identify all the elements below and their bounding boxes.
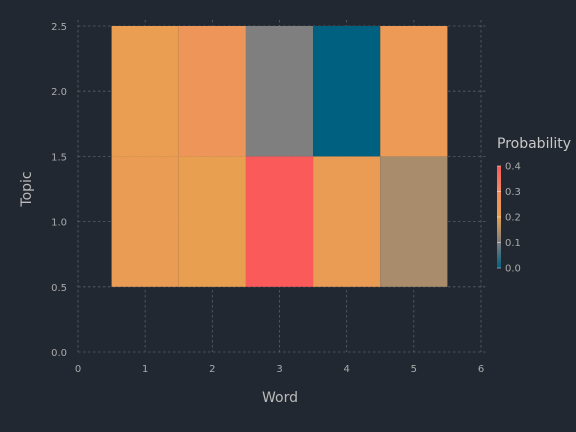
x-tick-label: 5 xyxy=(411,364,417,375)
heatmap-cell xyxy=(245,26,314,157)
colorbar-tick-label: 0.2 xyxy=(505,213,521,224)
y-tick-label: 2.0 xyxy=(51,87,67,98)
y-tick-label: 1.0 xyxy=(51,218,67,229)
x-tick-label: 2 xyxy=(209,364,215,375)
heatmap-cell xyxy=(111,26,179,157)
y-tick-label: 0.0 xyxy=(51,348,67,359)
x-tick-label: 4 xyxy=(343,364,349,375)
colorbar-tick-label: 0.1 xyxy=(505,238,521,249)
colorbar-ticks: 0.0 0.1 0.2 0.3 0.4 xyxy=(497,162,521,275)
x-axis-ticks: 0 1 2 3 4 5 6 xyxy=(75,364,484,375)
heatmap-cell xyxy=(111,156,179,287)
colorbar-legend: Probability 0.0 0.1 0.2 0.3 0.4 xyxy=(497,136,571,275)
heatmap-cell xyxy=(380,156,448,287)
x-axis-title: Word xyxy=(262,390,298,406)
heatmap-cell xyxy=(380,26,448,157)
x-tick-label: 3 xyxy=(276,364,282,375)
heatmap-cells xyxy=(111,26,448,287)
colorbar-tick-label: 0.3 xyxy=(505,187,521,198)
y-axis-ticks: 0.0 0.5 1.0 1.5 2.0 2.5 xyxy=(51,22,67,359)
colorbar-tick-label: 0.4 xyxy=(505,162,521,173)
heatmap-cell xyxy=(313,26,381,157)
heatmap-cell xyxy=(178,26,246,157)
y-tick-label: 2.5 xyxy=(51,22,67,33)
y-axis-title: Topic xyxy=(19,171,35,207)
heatmap-cell xyxy=(178,156,246,287)
x-tick-label: 6 xyxy=(478,364,484,375)
y-tick-label: 1.5 xyxy=(51,152,67,163)
x-tick-label: 0 xyxy=(75,364,81,375)
heatmap-cell xyxy=(245,156,314,287)
x-tick-label: 1 xyxy=(142,364,148,375)
heatmap-cell xyxy=(313,156,381,287)
colorbar-tick-label: 0.0 xyxy=(505,264,521,275)
colorbar-title: Probability xyxy=(497,136,571,152)
y-tick-label: 0.5 xyxy=(51,283,67,294)
